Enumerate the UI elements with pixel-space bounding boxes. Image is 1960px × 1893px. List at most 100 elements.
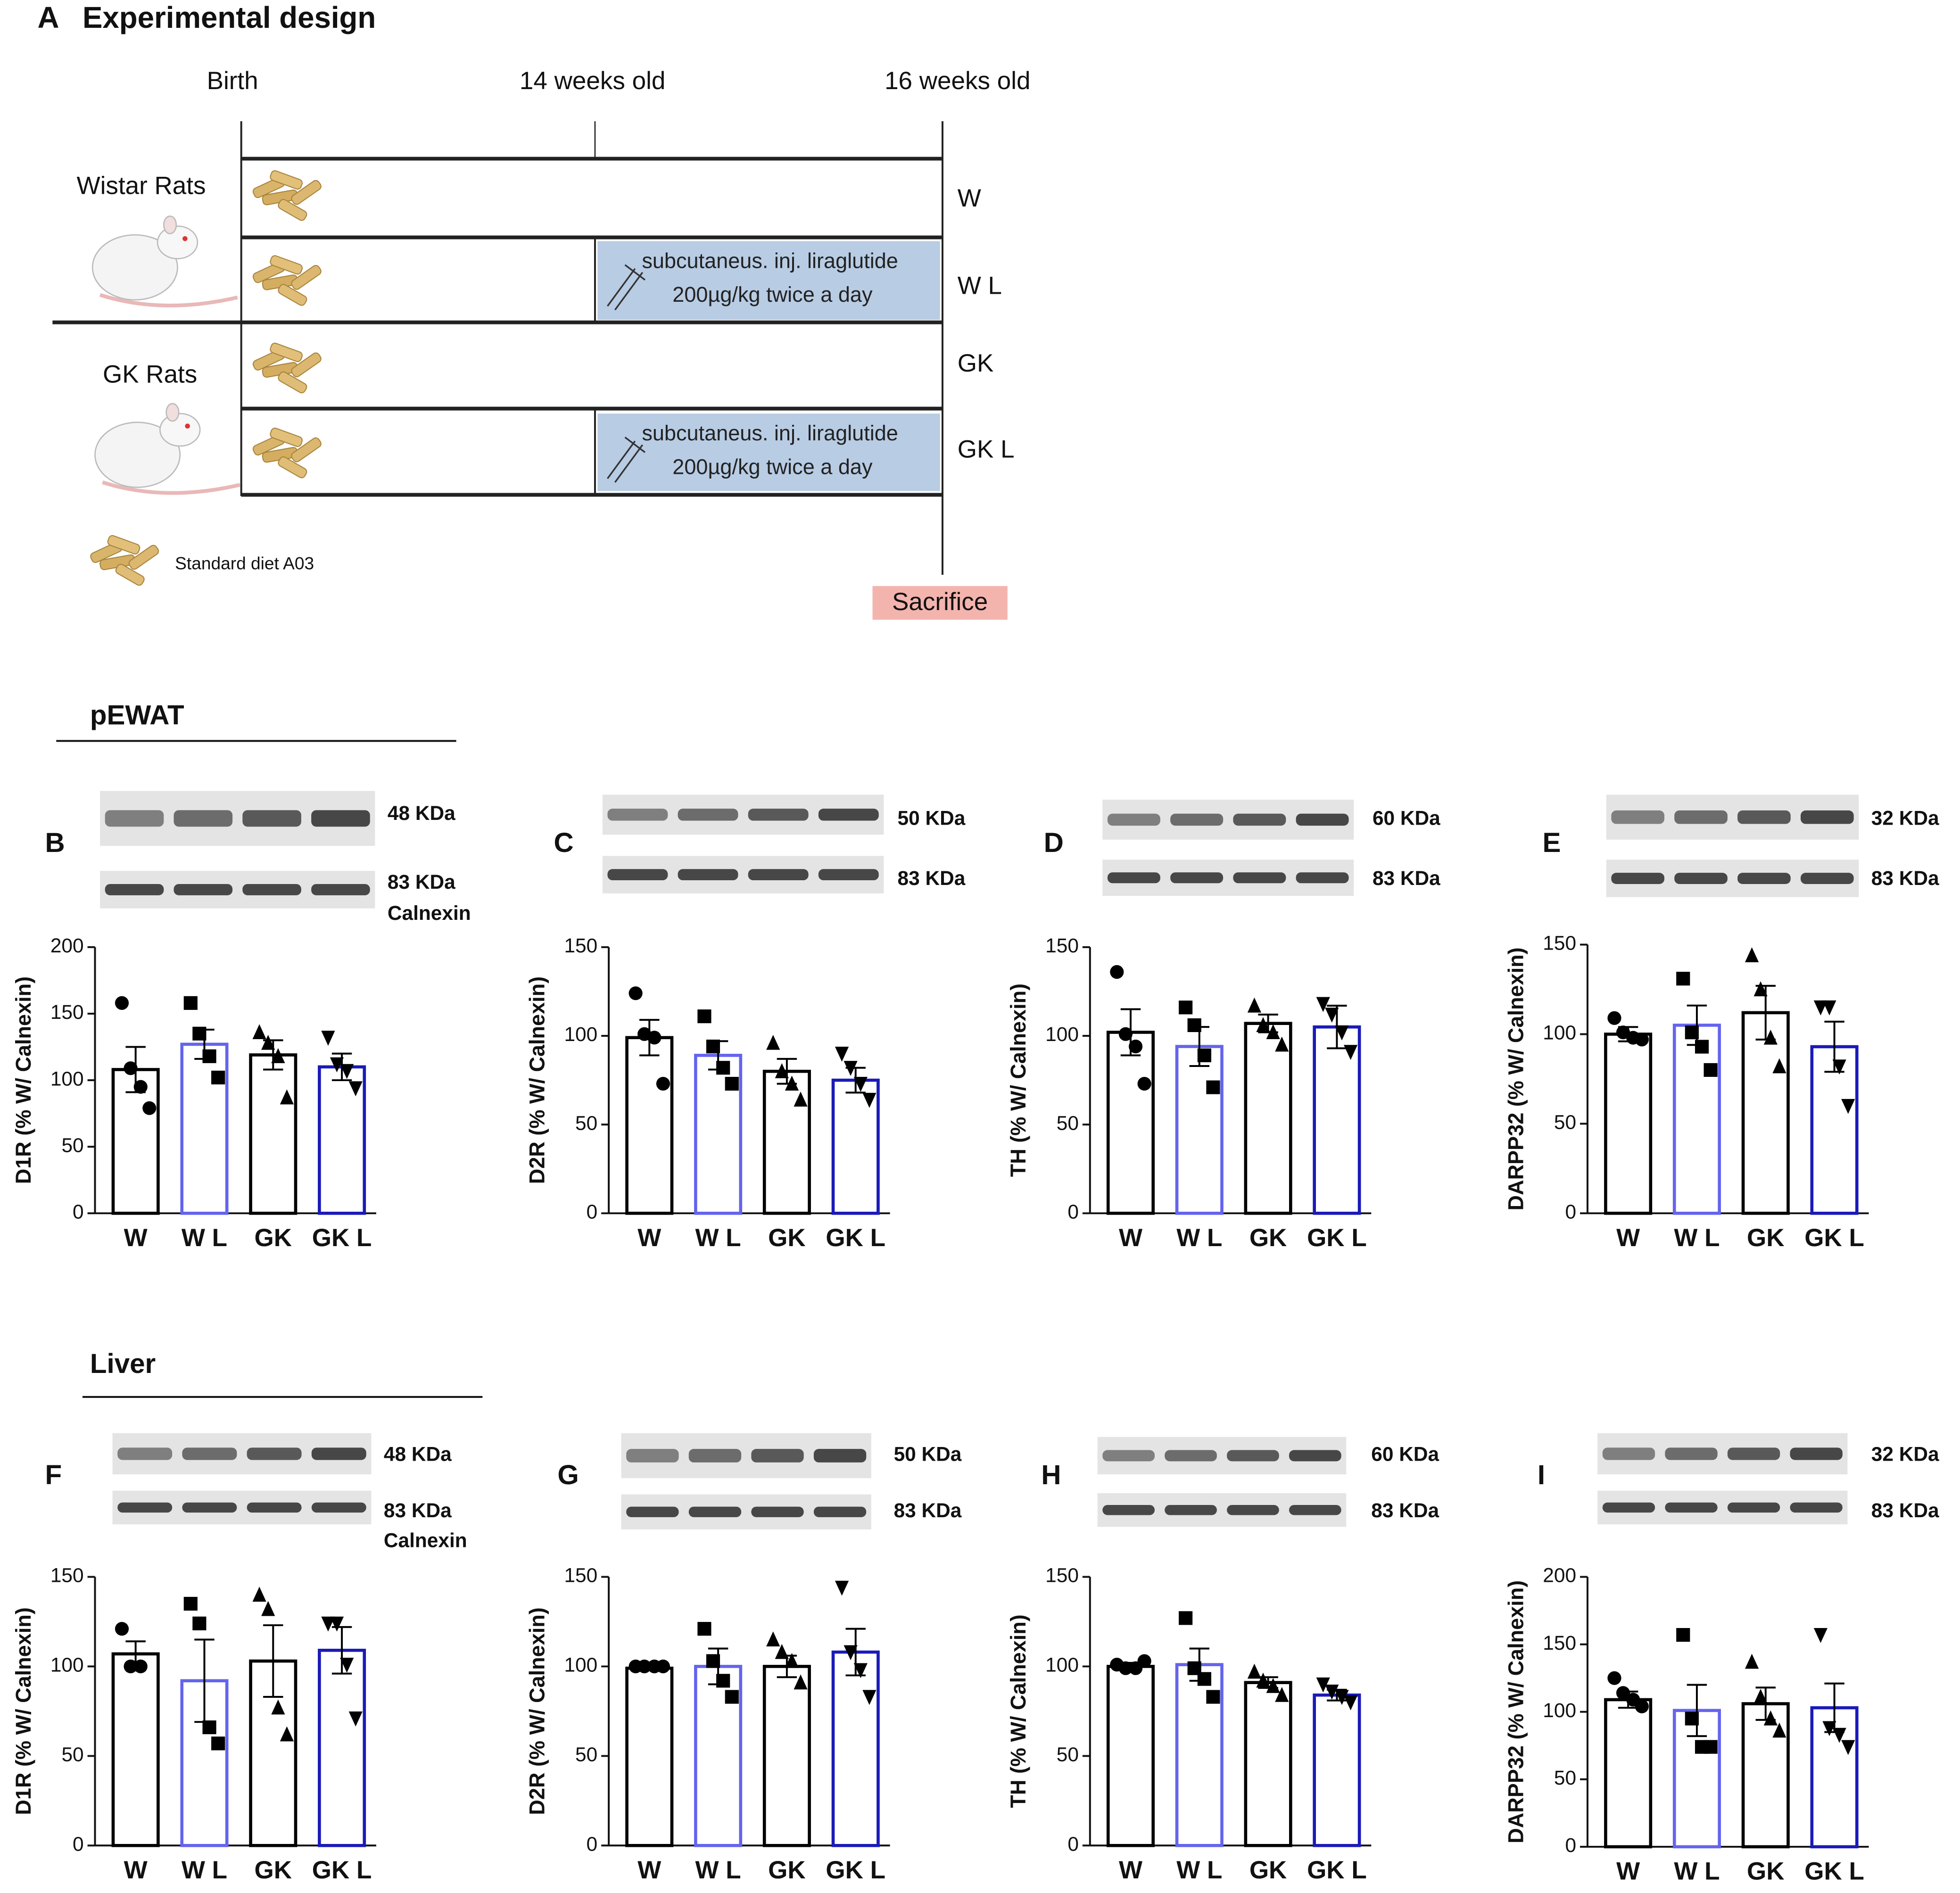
data-point — [862, 1092, 877, 1108]
data-point — [1753, 981, 1768, 997]
data-point — [261, 1034, 275, 1050]
x-tick-label: GK — [255, 1224, 292, 1252]
treatment-box — [597, 241, 940, 320]
data-point — [1343, 1045, 1358, 1060]
data-point — [1607, 1011, 1621, 1025]
data-point — [1197, 1048, 1211, 1062]
blot-band — [311, 1447, 366, 1460]
bar — [1604, 1033, 1653, 1215]
data-point — [202, 1720, 216, 1735]
bar — [249, 1053, 298, 1215]
data-point — [794, 1674, 808, 1690]
y-tick-label: 150 — [1543, 932, 1576, 954]
y-tick-label: 50 — [1057, 1744, 1079, 1766]
blot-label: 83 KDa — [388, 871, 455, 893]
data-point — [1256, 1672, 1270, 1688]
treatment-text: subcutaneus. inj. liraglutide — [642, 248, 898, 273]
y-tick-label: 100 — [1543, 1022, 1576, 1044]
bar-chart: C 50 KDa 83 KDa 0 50 100 150 D2R (% W/ Calnexin… — [525, 794, 966, 1252]
bar — [625, 1036, 674, 1215]
blot-band — [182, 1502, 237, 1513]
data-point — [1206, 1690, 1220, 1704]
blot-band — [174, 884, 233, 895]
blot-label: 83 KDa — [1871, 1499, 1939, 1521]
blot-band — [1800, 873, 1854, 884]
diet-icon — [251, 169, 323, 223]
x-tick-label: W — [1616, 1224, 1640, 1252]
data-point — [716, 1061, 730, 1075]
data-point — [142, 1101, 157, 1115]
data-point — [1266, 1678, 1280, 1693]
blot-label: 32 KDa — [1871, 1443, 1939, 1465]
x-tick-label: GK L — [312, 1224, 372, 1252]
data-point — [725, 1690, 739, 1704]
blot-band — [174, 810, 233, 827]
y-tick-label: 100 — [1045, 1023, 1079, 1045]
y-tick-label: 150 — [50, 1001, 84, 1023]
data-point — [853, 1663, 868, 1678]
blot-band — [1296, 813, 1349, 826]
x-tick-label: W L — [1176, 1224, 1222, 1252]
bar — [1106, 1031, 1155, 1215]
blot-band — [818, 869, 879, 881]
bar — [318, 1648, 366, 1847]
bar — [625, 1666, 674, 1847]
data-point — [862, 1690, 877, 1705]
data-point — [252, 1587, 266, 1602]
data-point — [115, 996, 129, 1010]
data-point — [1676, 1628, 1690, 1642]
x-tick-label: GK — [1249, 1224, 1287, 1252]
blot-band — [1289, 1450, 1341, 1462]
data-point — [775, 1063, 789, 1078]
blot-label: Calnexin — [388, 902, 471, 924]
data-point — [1685, 1025, 1699, 1040]
data-point — [656, 1659, 670, 1674]
blot-band — [1170, 813, 1224, 826]
bar — [1244, 1681, 1292, 1847]
y-tick-label: 0 — [587, 1201, 598, 1223]
section-title: Liver — [90, 1348, 156, 1379]
blot-band — [748, 869, 809, 881]
blot-band — [242, 810, 301, 827]
panel-letter: D — [1044, 827, 1064, 858]
blot-label: 83 KDa — [898, 867, 966, 889]
bar — [1175, 1045, 1224, 1215]
y-axis-label: DARPP32 (% W/ Calnexin) — [1504, 947, 1528, 1210]
x-tick-label: GK L — [1307, 1856, 1367, 1884]
data-point — [1822, 1721, 1836, 1736]
blot-band — [1165, 1450, 1217, 1462]
blot-band — [1790, 1502, 1843, 1513]
data-point — [766, 1631, 780, 1647]
data-point — [785, 1075, 799, 1091]
y-tick-label: 0 — [1067, 1201, 1079, 1223]
blot-label: 83 KDa — [1371, 1499, 1439, 1521]
data-point — [1772, 1058, 1786, 1074]
data-point — [133, 1659, 148, 1674]
data-point — [766, 1034, 780, 1050]
blot-band — [1674, 873, 1728, 884]
data-point — [183, 1596, 198, 1611]
y-tick-label: 50 — [1057, 1112, 1079, 1134]
x-tick-label: GK — [1249, 1856, 1287, 1884]
blot-band — [1170, 872, 1224, 884]
x-tick-label: W — [637, 1856, 661, 1884]
blot-band — [1800, 810, 1854, 824]
blot-band — [1296, 872, 1349, 884]
blot-band — [117, 1502, 173, 1513]
blot-band — [311, 884, 370, 895]
data-point — [716, 1674, 730, 1688]
blot-band — [1737, 810, 1791, 824]
blot-band — [813, 1506, 867, 1517]
rat-icon — [95, 404, 240, 493]
y-tick-label: 100 — [50, 1067, 84, 1090]
y-tick-label: 150 — [1543, 1632, 1576, 1654]
blot-band — [688, 1506, 742, 1517]
data-point — [280, 1089, 294, 1105]
data-point — [853, 1077, 868, 1092]
y-tick-label: 0 — [587, 1833, 598, 1855]
y-tick-label: 50 — [61, 1744, 83, 1766]
bar-chart: B 48 KDa 83 KDa Calnexin 0 50 100 150 200 D1R (% … — [11, 791, 471, 1252]
bar — [1313, 1025, 1361, 1215]
blot-band — [813, 1449, 867, 1463]
